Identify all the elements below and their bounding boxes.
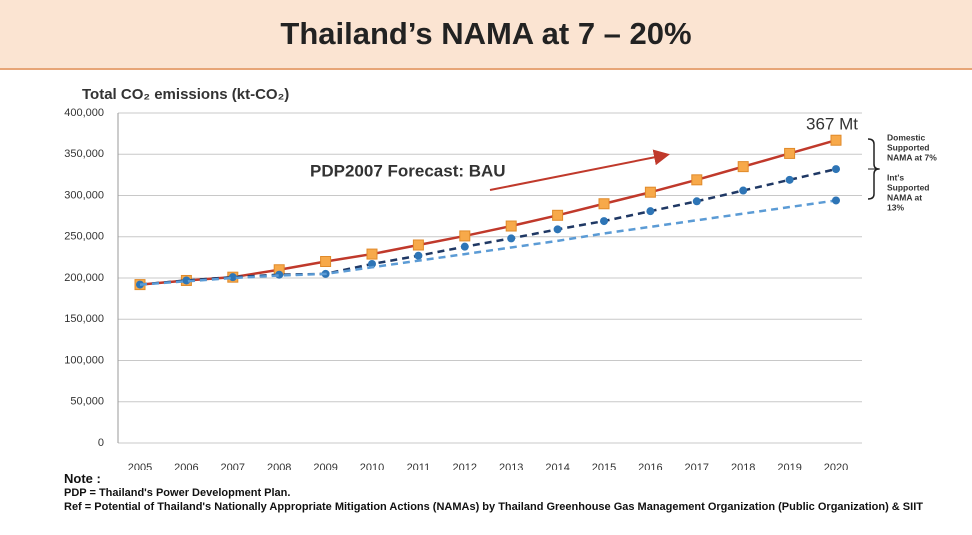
y-tick-label: 0 xyxy=(98,437,104,449)
x-tick-label: 2011 xyxy=(407,462,431,470)
arrow xyxy=(489,149,670,191)
marker xyxy=(832,165,840,174)
marker xyxy=(739,186,748,195)
title: Thailand’s NAMA at 7 – 20% xyxy=(280,16,692,51)
notes: Note : PDP = Thailand's Power Developmen… xyxy=(64,472,924,514)
marker xyxy=(505,220,517,232)
marker xyxy=(366,248,378,260)
x-tick-label: 2019 xyxy=(777,462,801,470)
marker xyxy=(460,242,469,251)
x-tick-label: 2017 xyxy=(685,462,709,470)
marker xyxy=(553,225,562,234)
y-tick-label: 150,000 xyxy=(64,313,104,325)
bracket-label: NAMA at xyxy=(887,192,922,202)
y-tick-label: 100,000 xyxy=(64,354,104,366)
annotation: 367 Mt xyxy=(806,114,858,133)
marker xyxy=(644,186,656,198)
marker xyxy=(832,196,840,205)
series-line xyxy=(139,139,837,286)
x-tick-label: 2018 xyxy=(731,462,755,470)
y-axis-label: Total CO₂ emissions (kt-CO₂) xyxy=(82,86,289,103)
marker xyxy=(459,230,471,242)
series-line xyxy=(139,199,837,286)
bracket-label: Supported xyxy=(887,142,930,152)
x-tick-label: 2007 xyxy=(221,462,245,470)
y-tick-label: 350,000 xyxy=(64,148,104,160)
x-tick-label: 2006 xyxy=(174,462,198,470)
bracket-label: 13% xyxy=(887,202,904,212)
x-tick-label: 2010 xyxy=(360,462,384,470)
marker xyxy=(737,161,749,173)
x-tick-label: 2005 xyxy=(128,462,152,470)
y-tick-label: 200,000 xyxy=(64,272,104,284)
y-tick-label: 400,000 xyxy=(64,107,104,119)
marker xyxy=(646,207,655,216)
chart: Total CO₂ emissions (kt-CO₂) 0 50,000 100,0… xyxy=(64,86,937,470)
marker xyxy=(785,175,794,184)
bracket-label: Int's xyxy=(887,172,904,182)
note-line: PDP = Thailand's Power Development Plan. xyxy=(64,487,291,499)
note-line: Ref = Potential of Thailand's Nationally… xyxy=(64,501,923,513)
marker xyxy=(182,276,191,285)
bracket-label: Domestic xyxy=(887,132,926,142)
marker xyxy=(600,217,608,226)
marker xyxy=(414,251,423,260)
marker xyxy=(412,239,424,251)
x-tick-label: 2016 xyxy=(638,462,662,470)
marker xyxy=(692,197,701,206)
bracket-label: NAMA at 7% xyxy=(887,152,937,162)
marker xyxy=(507,234,516,243)
marker xyxy=(830,134,842,146)
note-heading: Note : xyxy=(64,471,101,486)
marker xyxy=(320,256,332,267)
x-tick-label: 2009 xyxy=(313,462,337,470)
x-tick-label: 2008 xyxy=(267,462,291,470)
series-line xyxy=(139,167,837,286)
x-tick-label: 2014 xyxy=(545,462,569,470)
y-tick-label: 300,000 xyxy=(64,189,104,201)
x-tick-label: 2013 xyxy=(499,462,523,470)
header: Thailand’s NAMA at 7 – 20% xyxy=(0,0,972,70)
bracket-label: Supported xyxy=(887,182,930,192)
x-tick-label: 2012 xyxy=(453,462,477,470)
x-tick-label: 2015 xyxy=(592,462,616,470)
marker xyxy=(552,209,564,221)
marker xyxy=(598,198,610,210)
marker xyxy=(691,174,703,186)
x-tick-label: 2020 xyxy=(824,462,848,470)
marker xyxy=(784,147,796,159)
annotation: PDP2007 Forecast: BAU xyxy=(310,161,506,180)
y-tick-label: 50,000 xyxy=(70,396,104,408)
y-tick-label: 250,000 xyxy=(64,231,104,243)
